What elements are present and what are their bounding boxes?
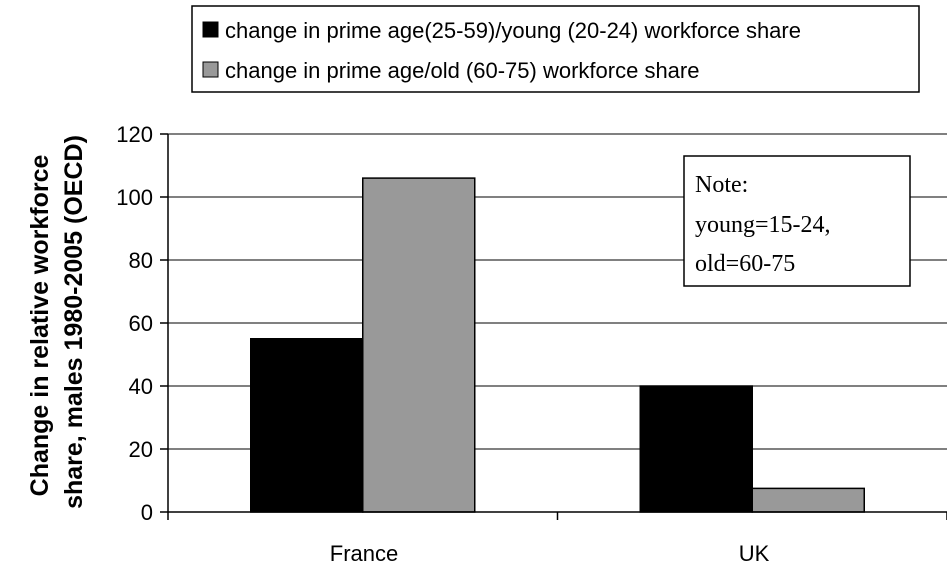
y-tick-label: 80 [129,248,153,273]
y-tick-labels: 0 20 40 60 80 100 120 [116,122,153,525]
x-tick-label-france: France [330,541,398,566]
bar-france-series-2 [362,177,476,513]
y-ticks [160,133,168,513]
note-box: Note: young=15-24, old=60-75 [683,155,911,287]
x-tick-label-uk: UK [739,541,770,566]
y-tick-label: 100 [116,185,153,210]
legend: change in prime age(25-59)/young (20-24)… [191,5,920,93]
note-line-3: old=60-75 [695,251,795,277]
y-tick-label: 60 [129,311,153,336]
bar-uk-series-1 [639,385,753,513]
bars [250,177,865,513]
legend-swatch-series-2 [202,61,219,78]
legend-box [191,5,920,93]
note-line-2: young=15-24, [695,212,831,238]
legend-label-series-1: change in prime age(25-59)/young (20-24)… [225,18,801,43]
y-axis-title: Change in relative workforce share, male… [26,135,88,509]
bar-france-series-1 [250,338,364,513]
note-frame [683,155,911,287]
legend-label-series-2: change in prime age/old (60-75) workforc… [225,58,699,83]
note-line-1: Note: [695,172,748,198]
y-tick-label: 20 [129,437,153,462]
y-axis-title-line-2: share, males 1980-2005 (OECD) [60,135,88,509]
x-ticks [167,512,947,520]
bar-uk-series-2 [751,487,865,513]
legend-swatch-series-1 [202,21,219,38]
y-tick-label: 40 [129,374,153,399]
y-tick-label: 0 [141,500,153,525]
y-tick-label: 120 [116,122,153,147]
y-axis-title-line-1: Change in relative workforce [26,154,54,496]
